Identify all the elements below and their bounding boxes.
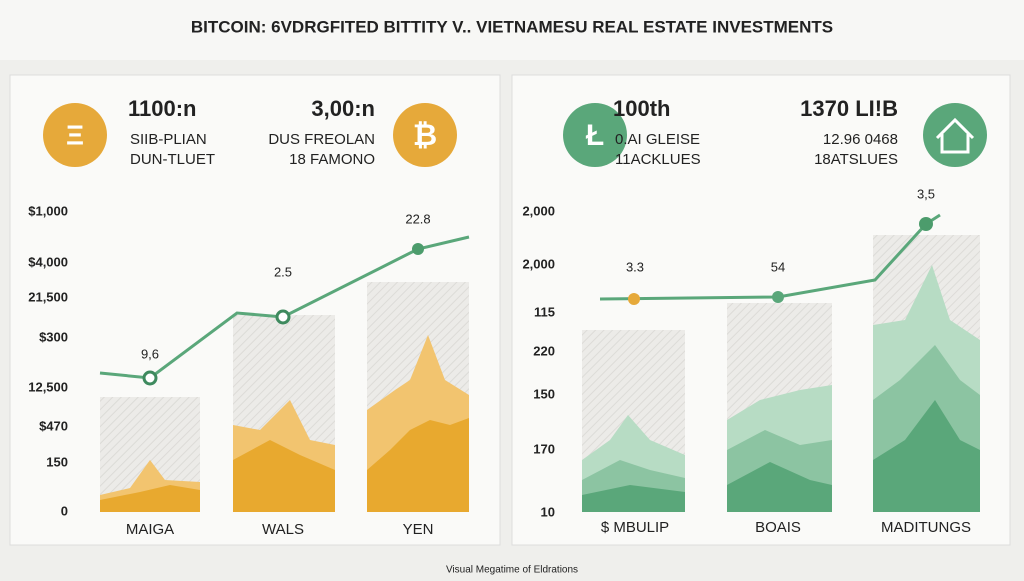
area bbox=[727, 462, 832, 512]
title-banner bbox=[0, 0, 1024, 60]
y-label: $470 bbox=[39, 418, 68, 433]
point-label: 22.8 bbox=[405, 211, 430, 226]
point-label: 9,6 bbox=[141, 346, 159, 361]
stat-value: 3,00:n bbox=[311, 96, 375, 121]
y-label: 150 bbox=[533, 386, 555, 401]
y-label: 115 bbox=[534, 304, 555, 319]
house-glyph bbox=[935, 117, 975, 154]
house-icon bbox=[923, 103, 987, 167]
y-label: 10 bbox=[541, 504, 555, 519]
stat-value: 1100:n bbox=[128, 96, 197, 121]
coin-icon bbox=[43, 103, 107, 167]
point bbox=[275, 309, 291, 325]
category: $ MBULIP bbox=[601, 519, 669, 536]
point bbox=[628, 293, 640, 305]
area bbox=[582, 485, 685, 512]
y-label: 150 bbox=[46, 454, 68, 469]
bars bbox=[582, 235, 980, 512]
stat-line: 0.AI GLEISE bbox=[615, 131, 700, 148]
point bbox=[142, 370, 158, 386]
category: BOAIS bbox=[755, 519, 801, 536]
stat-line: 18ATSLUES bbox=[814, 151, 898, 168]
area bbox=[233, 440, 335, 512]
point bbox=[772, 291, 784, 303]
icon-glyph: Ξ bbox=[66, 119, 84, 150]
y-label: 2,000 bbox=[522, 203, 555, 218]
point-label: 54 bbox=[771, 259, 785, 274]
footer: Visual Megatime of Eldrations bbox=[446, 565, 578, 576]
y-labels: $1,000 $4,000 21,500 $300 12,500 $470 150 0 bbox=[28, 203, 68, 518]
point-label: 3.3 bbox=[626, 259, 644, 274]
category: YEN bbox=[403, 521, 434, 538]
y-label: $1,000 bbox=[28, 203, 68, 218]
stat-line: SIIB-PLIAN bbox=[130, 131, 207, 148]
y-label: 2,000 bbox=[522, 256, 555, 271]
y-label: 220 bbox=[533, 343, 555, 358]
icon-glyph: ₿ bbox=[413, 119, 437, 152]
y-label: 12,500 bbox=[28, 379, 68, 394]
y-label: $300 bbox=[39, 329, 68, 344]
y-labels: 2,000 2,000 115 220 150 170 10 bbox=[522, 203, 555, 519]
category: MADITUNGS bbox=[881, 519, 971, 536]
y-label: 21,500 bbox=[28, 289, 68, 304]
category: WALS bbox=[262, 521, 304, 538]
stat-line: 18 FAMONO bbox=[289, 151, 375, 168]
stat-line: 12.96 0468 bbox=[823, 131, 898, 148]
trend-line bbox=[99, 235, 470, 380]
area bbox=[100, 485, 200, 512]
point bbox=[919, 217, 933, 231]
stat-value: 100th bbox=[613, 96, 670, 121]
title: BITCOIN: 6VDRGFITED BITTITY V.. VIETNAME… bbox=[191, 17, 833, 36]
area bbox=[367, 418, 469, 512]
point-label: 2.5 bbox=[274, 264, 292, 279]
point bbox=[412, 243, 424, 255]
icon-glyph: Ł bbox=[586, 119, 604, 152]
y-label: 0 bbox=[61, 503, 68, 518]
coin-icon bbox=[563, 103, 627, 167]
stat-line: DUN-TLUET bbox=[130, 151, 215, 168]
bitcoin-icon bbox=[393, 103, 457, 167]
category: MAIGA bbox=[126, 521, 174, 538]
stat-value: 1370 LI!B bbox=[800, 96, 898, 121]
area bbox=[873, 400, 980, 512]
stat-line: DUS FREOLAN bbox=[268, 131, 375, 148]
y-label: 170 bbox=[533, 441, 555, 456]
point-label: 3,5 bbox=[917, 186, 935, 201]
bars bbox=[100, 282, 469, 512]
stat-line: 11ACKLUES bbox=[615, 151, 701, 168]
y-label: $4,000 bbox=[28, 254, 68, 269]
